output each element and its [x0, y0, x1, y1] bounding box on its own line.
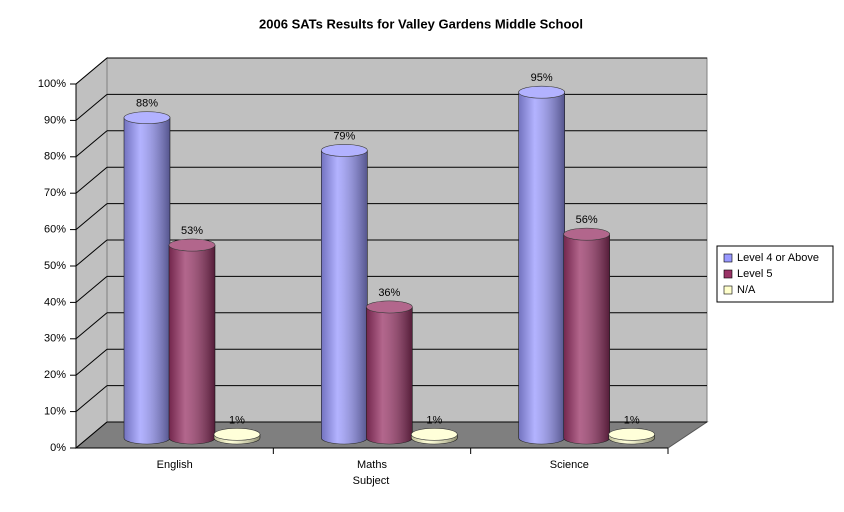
data-label: 53%: [181, 225, 203, 237]
bar-top-highlight: [411, 428, 458, 441]
bar-top-highlight: [518, 86, 565, 99]
grid-line: [75, 312, 108, 340]
grid-line: [75, 348, 108, 376]
bar-top: [563, 227, 610, 241]
grid-line: [75, 166, 108, 194]
data-label: 56%: [576, 214, 598, 226]
bar-top-highlight: [169, 239, 215, 252]
grid-line: [75, 239, 108, 267]
x-tick-label: English: [157, 459, 193, 471]
data-label: 79%: [333, 130, 355, 142]
legend: [716, 245, 834, 303]
bar-top: [608, 428, 655, 441]
grid-line: [75, 276, 108, 303]
legend-label: Level 5: [737, 268, 772, 280]
legend-label: Level 4 or Above: [737, 252, 819, 264]
bar-top-highlight: [366, 300, 413, 313]
y-tick-label: 10%: [44, 406, 66, 418]
x-tick-label: Science: [550, 459, 589, 471]
legend-swatch: [723, 285, 733, 295]
bar-shade: [321, 150, 368, 444]
data-label: 1%: [624, 414, 640, 426]
bar-top: [168, 238, 216, 252]
x-axis-title: Subject: [353, 475, 390, 487]
y-tick-label: 100%: [38, 78, 66, 90]
chart-title: 2006 SATs Results for Valley Gardens Mid…: [259, 16, 583, 31]
bar-top-highlight: [563, 228, 610, 241]
grid-line: [75, 385, 108, 412]
bar-top-highlight: [214, 428, 260, 441]
data-label: 1%: [426, 414, 442, 426]
bar-shade: [563, 234, 610, 444]
y-tick-label: 70%: [44, 187, 66, 199]
legend-swatch: [723, 253, 733, 263]
grid-line: [75, 130, 108, 158]
y-tick-label: 20%: [44, 369, 66, 381]
grid-line: [75, 203, 108, 230]
bar-top: [321, 144, 368, 157]
grid-line: [75, 57, 108, 85]
bar-top: [518, 85, 565, 99]
y-tick-label: 60%: [44, 224, 66, 236]
bar-top: [366, 300, 413, 314]
grid-line: [75, 94, 108, 121]
bar-top: [213, 428, 261, 441]
y-tick-label: 30%: [44, 333, 66, 345]
bar-shade: [169, 245, 215, 444]
bar-top-highlight: [321, 144, 368, 157]
data-label: 1%: [229, 414, 245, 426]
bar-top-highlight: [608, 428, 655, 441]
bar-top: [123, 111, 171, 124]
y-tick-label: 80%: [44, 151, 66, 163]
x-tick-label: Maths: [357, 459, 387, 471]
data-label: 95%: [531, 72, 553, 84]
legend-label: N/A: [737, 284, 756, 296]
data-label: 88%: [136, 98, 158, 110]
grid-line: [75, 421, 108, 449]
bar-top: [411, 428, 458, 441]
bar-top-highlight: [124, 111, 170, 124]
y-tick-label: 40%: [44, 296, 66, 308]
bar-shade: [518, 92, 565, 444]
y-tick-label: 90%: [44, 114, 66, 126]
legend-swatch: [723, 269, 733, 279]
bar-shade: [366, 306, 413, 444]
y-tick-label: 50%: [44, 260, 66, 272]
data-label: 36%: [378, 287, 400, 299]
bar-shade: [124, 117, 170, 445]
y-tick-label: 0%: [50, 442, 66, 454]
